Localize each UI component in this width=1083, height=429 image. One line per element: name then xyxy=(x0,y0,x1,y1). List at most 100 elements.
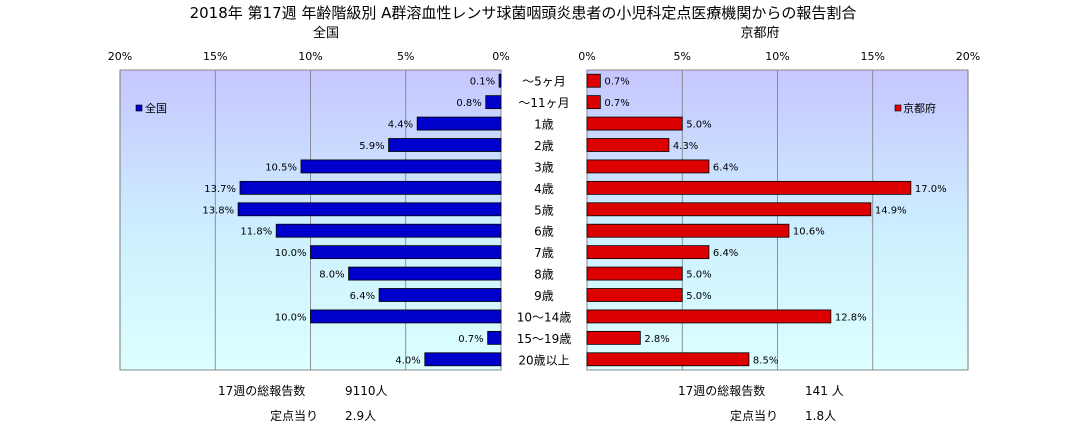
bar-national xyxy=(487,330,502,345)
legend-left-label: 全国 xyxy=(145,101,167,115)
bar-national xyxy=(310,245,502,260)
legend-left: 全国 xyxy=(135,101,167,115)
tick-label-left: 20% xyxy=(108,50,132,63)
bar-kyoto xyxy=(586,352,750,367)
left-panel-title: 全国 xyxy=(313,25,339,41)
bar-national xyxy=(239,180,502,195)
data-label-kyoto: 0.7% xyxy=(604,77,629,88)
bar-national xyxy=(275,223,502,238)
bar-kyoto xyxy=(586,180,912,195)
category-label: 7歳 xyxy=(534,246,554,260)
tick-label-right: 5% xyxy=(674,50,691,63)
data-label-kyoto: 6.4% xyxy=(713,162,738,173)
data-label-national: 4.0% xyxy=(395,355,420,366)
axis-tick-labels: 0% 0% 5% 5% 10% 10% 15% 15% 20% 20% xyxy=(108,50,980,63)
bar-national xyxy=(378,288,502,302)
data-label-kyoto: 17.0% xyxy=(915,184,947,195)
left-total-label: 17週の総報告数 xyxy=(218,384,306,398)
data-label-national: 13.7% xyxy=(204,184,236,195)
right-per-value: 1.8人 xyxy=(805,409,837,423)
bar-national xyxy=(498,73,502,88)
legend-right-swatch xyxy=(894,104,902,112)
bar-national xyxy=(485,95,502,110)
left-per-value: 2.9人 xyxy=(345,409,377,423)
bar-kyoto xyxy=(586,288,683,302)
category-label: 3歳 xyxy=(534,160,554,174)
right-total-value: 141 人 xyxy=(805,384,844,398)
data-label-kyoto: 2.8% xyxy=(644,334,669,345)
bar-national xyxy=(416,116,502,131)
category-label: 1歳 xyxy=(534,118,554,132)
left-per-label: 定点当り xyxy=(270,409,319,423)
bar-national xyxy=(237,202,502,217)
bar-kyoto xyxy=(586,309,832,324)
data-label-kyoto: 5.0% xyxy=(686,270,711,281)
tick-label-right: 0% xyxy=(578,50,595,63)
data-label-national: 10.0% xyxy=(275,312,307,323)
bar-kyoto xyxy=(586,95,601,110)
data-label-kyoto: 12.8% xyxy=(835,312,867,323)
data-label-kyoto: 4.3% xyxy=(673,141,698,152)
data-label-kyoto: 8.5% xyxy=(753,355,778,366)
tick-label-left: 0% xyxy=(492,50,509,63)
data-label-national: 10.5% xyxy=(265,162,297,173)
tick-label-left: 5% xyxy=(397,50,414,63)
data-label-kyoto: 5.0% xyxy=(686,291,711,302)
left-total-value: 9110人 xyxy=(345,384,388,398)
bar-kyoto xyxy=(586,266,683,281)
category-label: ～5ヶ月 xyxy=(522,75,566,89)
data-label-national: 11.8% xyxy=(240,227,272,238)
legend-right-label: 京都府 xyxy=(903,101,936,115)
data-label-kyoto: 0.7% xyxy=(604,98,629,109)
bar-national xyxy=(388,138,502,152)
bar-national xyxy=(424,352,502,367)
data-label-national: 0.7% xyxy=(458,334,483,345)
bar-national xyxy=(300,159,502,174)
bar-kyoto xyxy=(586,138,670,152)
data-label-kyoto: 14.9% xyxy=(875,205,907,216)
data-label-national: 4.4% xyxy=(388,120,413,131)
category-label: ～11ヶ月 xyxy=(518,96,569,110)
bar-kyoto xyxy=(586,202,872,217)
tick-label-right: 10% xyxy=(765,50,789,63)
data-label-national: 13.8% xyxy=(202,205,234,216)
category-label: 4歳 xyxy=(534,182,554,196)
bar-national xyxy=(348,266,502,281)
right-total-label: 17週の総報告数 xyxy=(678,384,766,398)
tick-label-left: 15% xyxy=(203,50,227,63)
bar-kyoto xyxy=(586,330,641,345)
right-per-label: 定点当り xyxy=(730,409,779,423)
data-label-kyoto: 6.4% xyxy=(713,248,738,259)
bar-kyoto xyxy=(586,223,790,238)
data-label-national: 8.0% xyxy=(319,270,344,281)
category-label: 15～19歳 xyxy=(517,332,572,346)
data-label-national: 0.8% xyxy=(456,98,481,109)
bar-national xyxy=(310,309,502,324)
category-label: 9歳 xyxy=(534,289,554,303)
right-panel-title: 京都府 xyxy=(740,26,779,41)
data-label-national: 6.4% xyxy=(350,291,375,302)
category-labels: ～5ヶ月 ～11ヶ月 1歳 2歳 3歳 4歳 5歳 6歳 7歳 8歳 9歳 10～14歳 15～19歳 2… xyxy=(517,75,572,368)
bar-kyoto xyxy=(586,245,710,260)
bars: 0.1% 0.7% 0.8% 0.7% 4.4% 5.0% 5.9% 4.3% 10.5% 6.4… xyxy=(202,73,947,367)
category-label: 2歳 xyxy=(534,139,554,153)
data-label-national: 0.1% xyxy=(470,77,495,88)
tick-label-right: 20% xyxy=(956,50,980,63)
category-label: 10～14歳 xyxy=(517,310,572,324)
tick-label-left: 10% xyxy=(298,50,322,63)
data-label-kyoto: 10.6% xyxy=(793,227,825,238)
data-label-national: 5.9% xyxy=(359,141,384,152)
legend-right: 京都府 xyxy=(894,101,936,115)
chart-title: 2018年 第17週 年齢階級別 A群溶血性レンサ球菌咽頭炎患者の小児科定点医療… xyxy=(190,4,857,22)
data-label-kyoto: 5.0% xyxy=(686,120,711,131)
tick-label-right: 15% xyxy=(861,50,885,63)
bar-kyoto xyxy=(586,159,710,174)
category-label: 8歳 xyxy=(534,268,554,282)
bar-kyoto xyxy=(586,73,601,88)
category-label: 6歳 xyxy=(534,225,554,239)
category-label: 20歳以上 xyxy=(518,353,569,367)
category-label: 5歳 xyxy=(534,203,554,217)
bar-kyoto xyxy=(586,116,683,131)
data-label-national: 10.0% xyxy=(275,248,307,259)
